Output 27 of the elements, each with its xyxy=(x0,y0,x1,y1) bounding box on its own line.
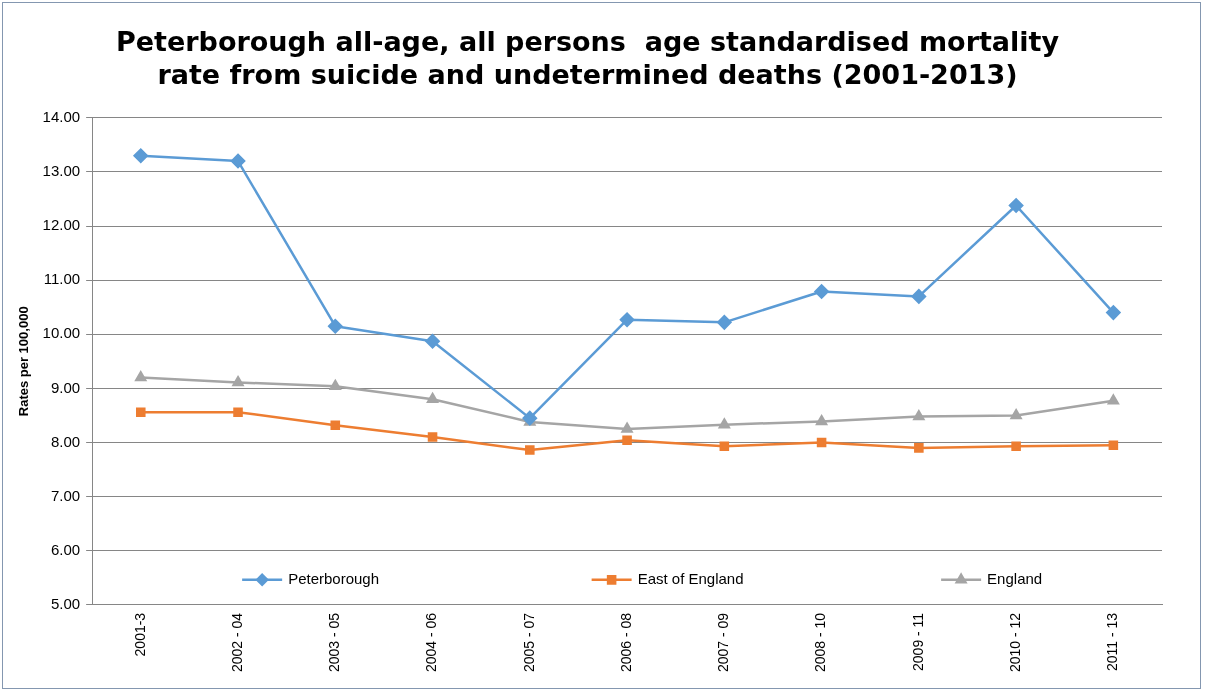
text: Peterborough all-age, all persons age standardised mortality xyxy=(115,26,1060,58)
x-tick-label: 2008 - 10 xyxy=(812,612,829,673)
y-axis-title: Rates per 100,000 xyxy=(16,306,32,417)
x-tick-label: 2002 - 04 xyxy=(228,612,245,673)
y-tick-label: 10.00 xyxy=(42,324,81,342)
y-tick-label: 12.00 xyxy=(42,216,81,234)
y-tick-label: 6.00 xyxy=(50,540,81,558)
y-tick-label: 9.00 xyxy=(50,378,81,396)
y-tick-label: 11.00 xyxy=(43,270,81,288)
x-tick-label: 2010 - 12 xyxy=(1006,612,1023,673)
y-tick-label: 14.00 xyxy=(42,107,81,125)
x-tick-label: 2011 - 13 xyxy=(1104,612,1121,671)
x-tick-label: 2009 - 11 xyxy=(909,612,926,671)
y-tick-label: 5.00 xyxy=(50,594,81,612)
y-tick-label: 8.00 xyxy=(50,432,81,450)
x-tick-label: 2005 - 07 xyxy=(520,612,537,673)
text: rate from suicide and undetermined deaths (2001-2013) xyxy=(157,58,1018,90)
y-tick-label: 13.00 xyxy=(42,162,81,180)
legend-label: Peterborough xyxy=(288,569,380,587)
x-tick-label: 2001-3 xyxy=(131,612,148,657)
x-tick-label: 2006 - 08 xyxy=(617,612,634,673)
y-tick-label: 7.00 xyxy=(50,486,81,504)
legend-label: England xyxy=(987,569,1043,587)
x-tick-label: 2004 - 06 xyxy=(423,612,440,673)
x-tick-label: 2007 - 09 xyxy=(715,612,732,673)
x-tick-label: 2003 - 05 xyxy=(326,612,343,673)
legend-label: East of England xyxy=(637,569,744,587)
